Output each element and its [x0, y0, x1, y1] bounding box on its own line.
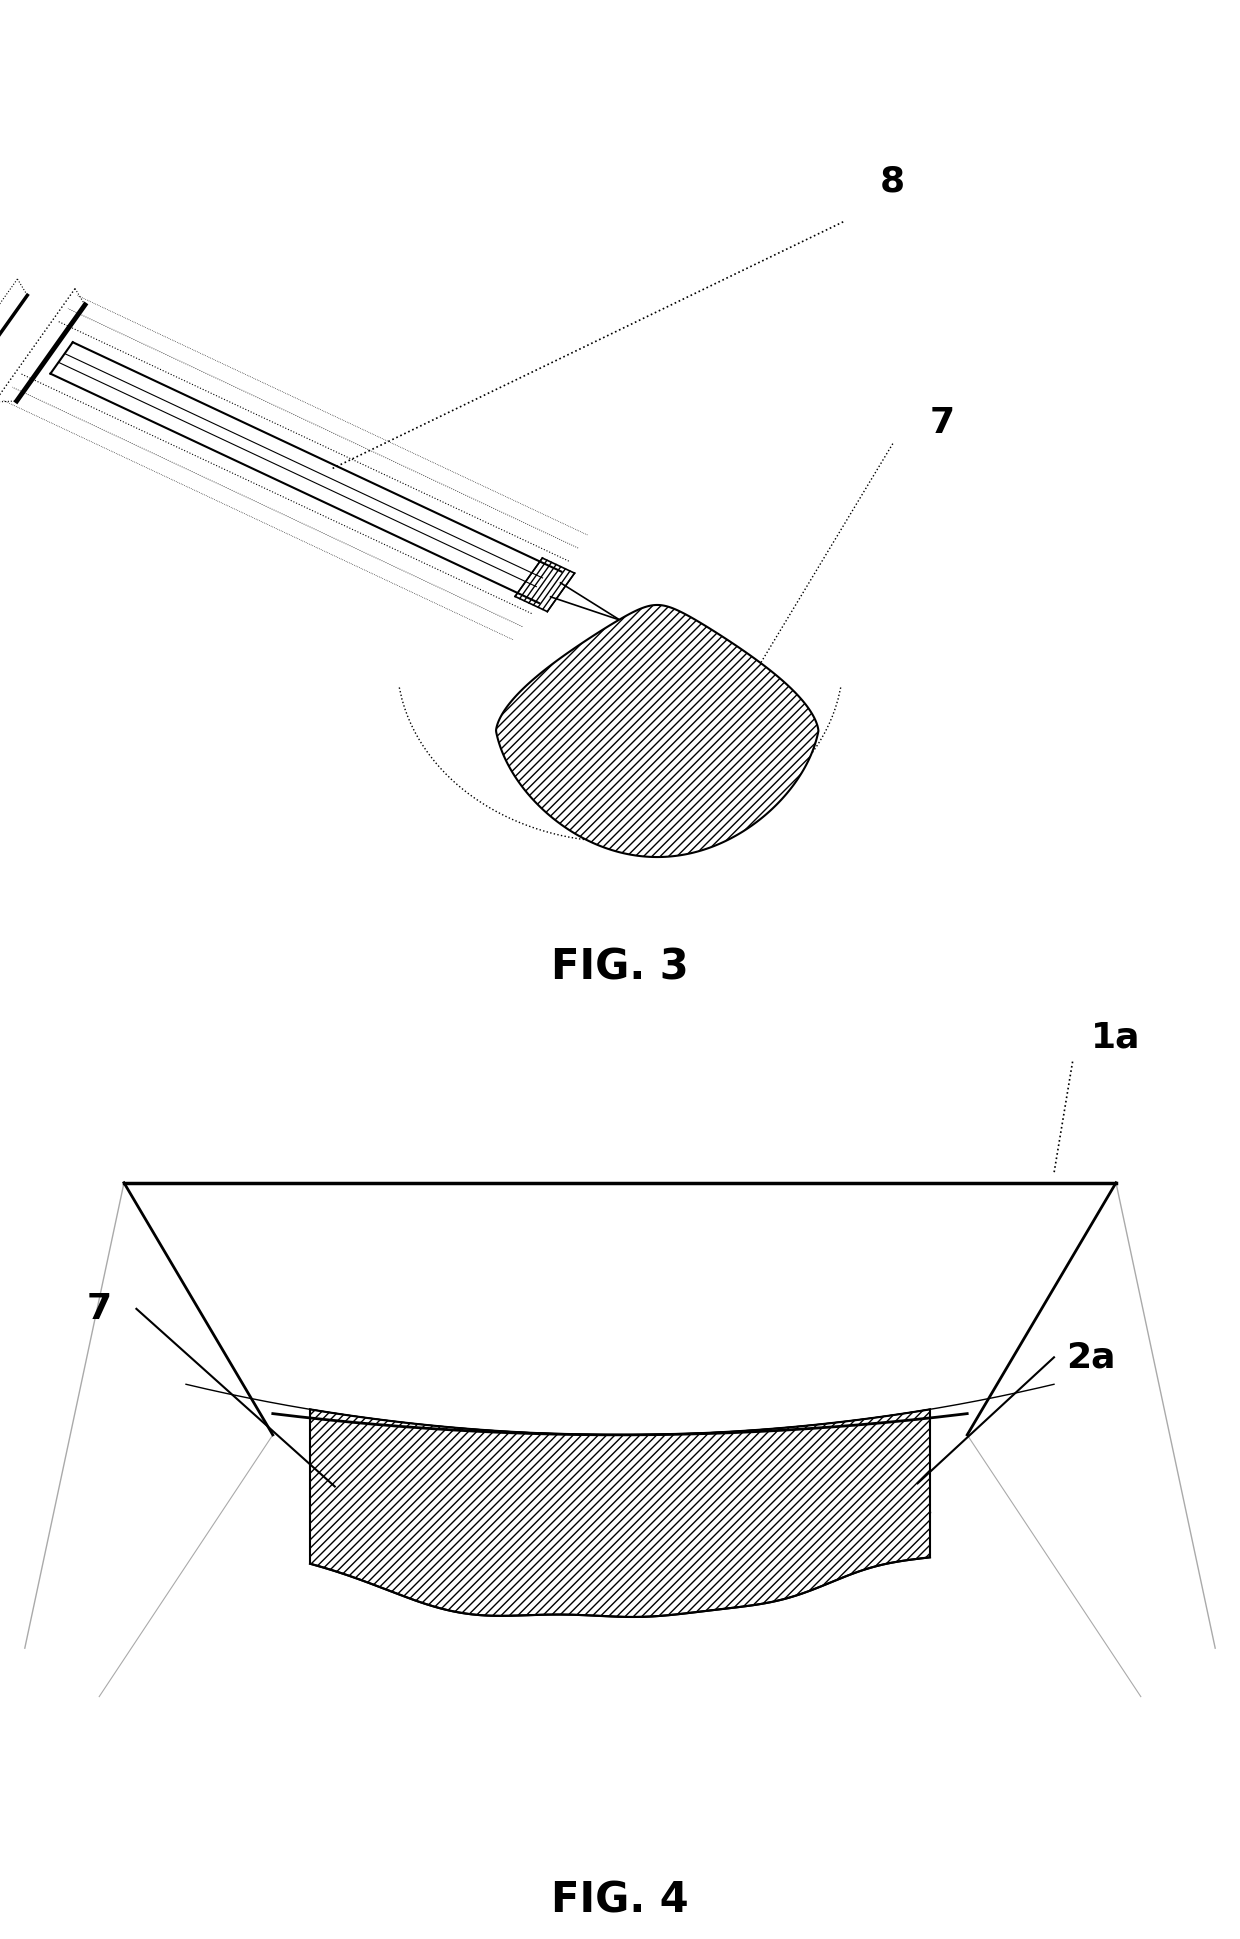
Polygon shape [496, 605, 818, 857]
Text: 1a: 1a [1091, 1020, 1141, 1055]
Text: 7: 7 [87, 1291, 112, 1326]
Text: FIG. 4: FIG. 4 [552, 1879, 688, 1922]
Text: 7: 7 [930, 407, 955, 440]
Polygon shape [310, 1410, 930, 1617]
Text: FIG. 3: FIG. 3 [551, 946, 689, 989]
Text: 2a: 2a [1066, 1340, 1116, 1375]
Text: 8: 8 [880, 165, 905, 198]
